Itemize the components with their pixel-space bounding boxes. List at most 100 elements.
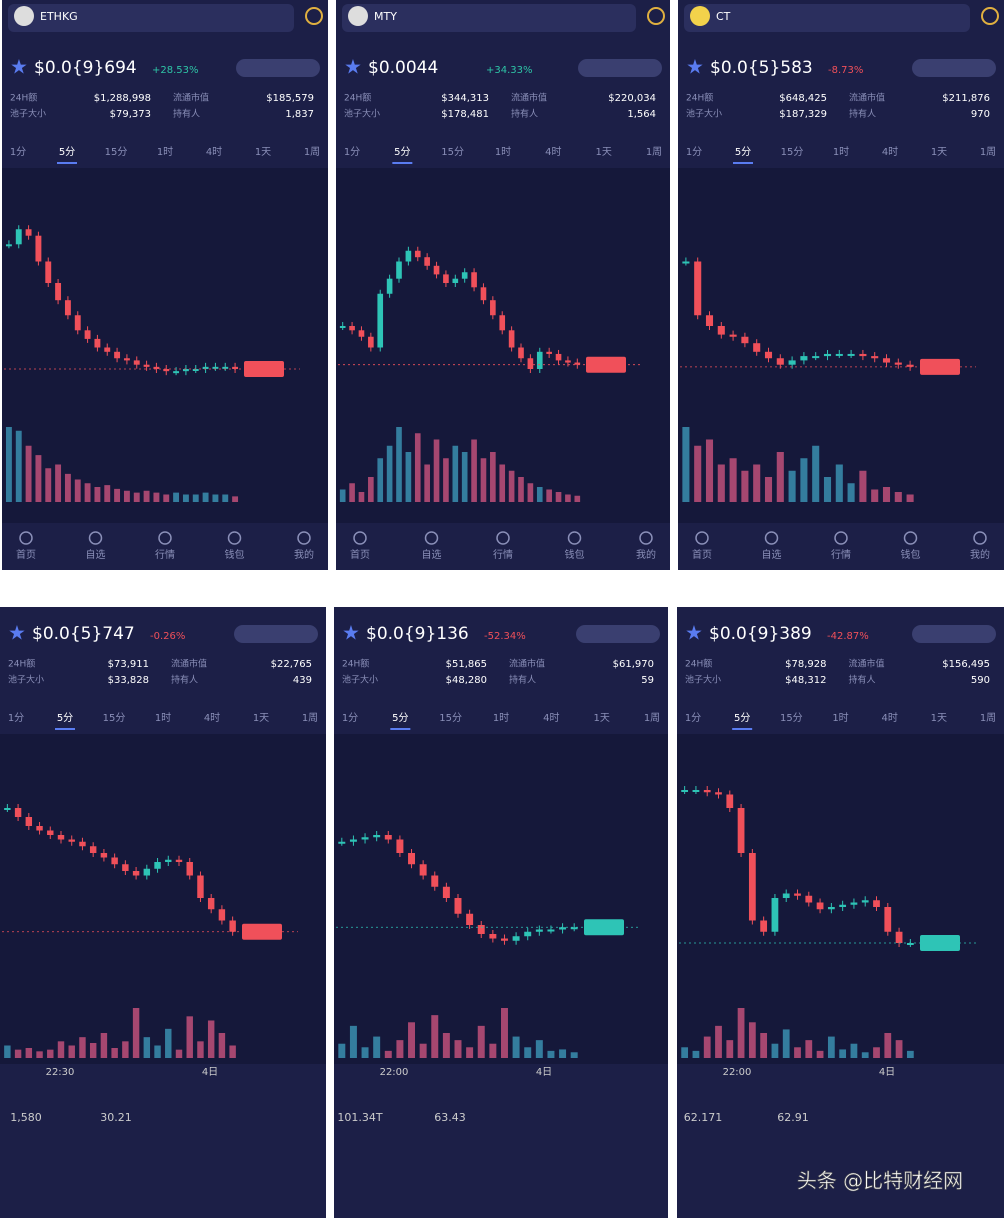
timeframe-tab[interactable]: 1周: [302, 712, 318, 724]
timeframe-tab[interactable]: 5分: [59, 146, 75, 158]
timeframe-tab[interactable]: 1时: [493, 712, 509, 724]
price: $0.0{5}747: [32, 624, 135, 644]
nav-icon[interactable]: [424, 531, 439, 545]
timeframe-tab[interactable]: 4时: [545, 146, 561, 158]
wallet-icon[interactable]: [981, 7, 999, 25]
x-axis-label: 22:30: [46, 1067, 75, 1078]
timeframe-tab[interactable]: 1天: [931, 713, 947, 724]
timeframe-tab[interactable]: 1时: [157, 146, 173, 158]
volume-bar: [884, 1033, 892, 1058]
timeframe-tab[interactable]: 4时: [204, 712, 220, 724]
nav-icon[interactable]: [695, 531, 709, 545]
nav-label[interactable]: 首页: [350, 548, 370, 561]
timeframe-tab[interactable]: 15分: [105, 146, 128, 158]
wallet-icon[interactable]: [305, 7, 323, 25]
share-button[interactable]: [576, 625, 660, 643]
timeframe-tab[interactable]: 1时: [495, 146, 511, 158]
price-change: -42.87%: [827, 631, 869, 642]
timeframe-tab[interactable]: 1分: [8, 712, 24, 724]
nav-label[interactable]: 钱包: [565, 548, 585, 561]
volume-bar: [35, 455, 42, 502]
nav-icon[interactable]: [88, 531, 103, 545]
token-name: MTY: [374, 10, 397, 23]
timeframe-tab[interactable]: 5分: [394, 146, 410, 158]
share-button[interactable]: [236, 59, 320, 77]
search-bar[interactable]: [8, 4, 294, 32]
share-button[interactable]: [912, 59, 996, 77]
timeframe-tab[interactable]: 5分: [735, 146, 751, 158]
volume-bar: [535, 1040, 543, 1058]
timeframe-tab[interactable]: 4时: [206, 146, 222, 158]
volume-bar: [753, 464, 761, 502]
timeframe-tab[interactable]: 1周: [980, 146, 996, 158]
timeframe-tab[interactable]: 5分: [57, 712, 73, 724]
timeframe-tab[interactable]: 4时: [882, 146, 898, 158]
nav-icon[interactable]: [227, 531, 242, 545]
nav-icon[interactable]: [903, 531, 918, 545]
nav-label[interactable]: 钱包: [901, 548, 921, 561]
x-axis-label: 22:00: [723, 1067, 752, 1078]
volume-bar: [431, 1015, 439, 1058]
timeframe-tab[interactable]: 1天: [593, 713, 609, 724]
timeframe-tab[interactable]: 15分: [439, 712, 462, 724]
timeframe-tab[interactable]: 1天: [931, 147, 947, 158]
timeframe-tab[interactable]: 4时: [881, 712, 897, 724]
nav-icon[interactable]: [158, 531, 172, 545]
timeframe-tab[interactable]: 15分: [441, 146, 464, 158]
volume-bar: [705, 439, 714, 502]
timeframe-tab[interactable]: 1时: [832, 712, 848, 724]
timeframe-tab[interactable]: 1分: [342, 712, 358, 724]
nav-label[interactable]: 行情: [493, 548, 513, 561]
search-bar[interactable]: [342, 4, 636, 32]
nav-icon[interactable]: [353, 531, 367, 545]
nav-label[interactable]: 首页: [16, 548, 36, 561]
nav-icon[interactable]: [567, 531, 582, 545]
nav-icon[interactable]: [764, 531, 779, 545]
timeframe-tab[interactable]: 1周: [980, 712, 996, 724]
timeframe-tab[interactable]: 15分: [103, 712, 126, 724]
timeframe-tab[interactable]: 5分: [392, 712, 408, 724]
timeframe-tab[interactable]: 15分: [780, 712, 803, 724]
nav-label[interactable]: 首页: [692, 548, 712, 561]
timeframe-tab[interactable]: 5分: [734, 712, 750, 724]
timeframe-tab[interactable]: 1分: [685, 712, 701, 724]
timeframe-tab[interactable]: 1时: [833, 146, 849, 158]
timeframe-tab[interactable]: 1分: [686, 146, 702, 158]
volume-bar: [847, 483, 855, 502]
nav-icon[interactable]: [297, 531, 311, 545]
candle: [64, 300, 71, 316]
timeframe-tab[interactable]: 1时: [155, 712, 171, 724]
nav-label[interactable]: 钱包: [225, 548, 245, 561]
timeframe-tab[interactable]: 4时: [543, 712, 559, 724]
timeframe-tab[interactable]: 1分: [344, 146, 360, 158]
timeframe-tab[interactable]: 1天: [253, 713, 269, 724]
nav-label[interactable]: 自选: [422, 548, 442, 561]
timeframe-tab[interactable]: 1周: [304, 146, 320, 158]
timeframe-tab[interactable]: 1天: [595, 147, 611, 158]
nav-icon[interactable]: [834, 531, 848, 545]
nav-label[interactable]: 我的: [970, 548, 990, 561]
timeframe-tab[interactable]: 15分: [781, 146, 804, 158]
volume-bar: [349, 483, 355, 502]
search-bar[interactable]: [684, 4, 970, 32]
candle: [84, 330, 91, 339]
timeframe-tab[interactable]: 1周: [646, 146, 662, 158]
stat-value: $22,765: [271, 659, 312, 670]
nav-label[interactable]: 自选: [86, 548, 106, 561]
wallet-icon[interactable]: [647, 7, 665, 25]
nav-label[interactable]: 自选: [762, 548, 782, 561]
nav-icon[interactable]: [496, 531, 510, 545]
timeframe-tab[interactable]: 1分: [10, 146, 26, 158]
timeframe-tab[interactable]: 1周: [644, 712, 660, 724]
nav-icon[interactable]: [639, 531, 653, 545]
nav-label[interactable]: 行情: [831, 548, 851, 561]
timeframe-tab[interactable]: 1天: [255, 147, 271, 158]
nav-icon[interactable]: [973, 531, 987, 545]
share-button[interactable]: [234, 625, 318, 643]
nav-label[interactable]: 行情: [155, 548, 175, 561]
nav-label[interactable]: 我的: [636, 548, 656, 561]
share-button[interactable]: [578, 59, 662, 77]
nav-label[interactable]: 我的: [294, 548, 314, 561]
nav-icon[interactable]: [19, 531, 33, 545]
share-button[interactable]: [912, 625, 996, 643]
